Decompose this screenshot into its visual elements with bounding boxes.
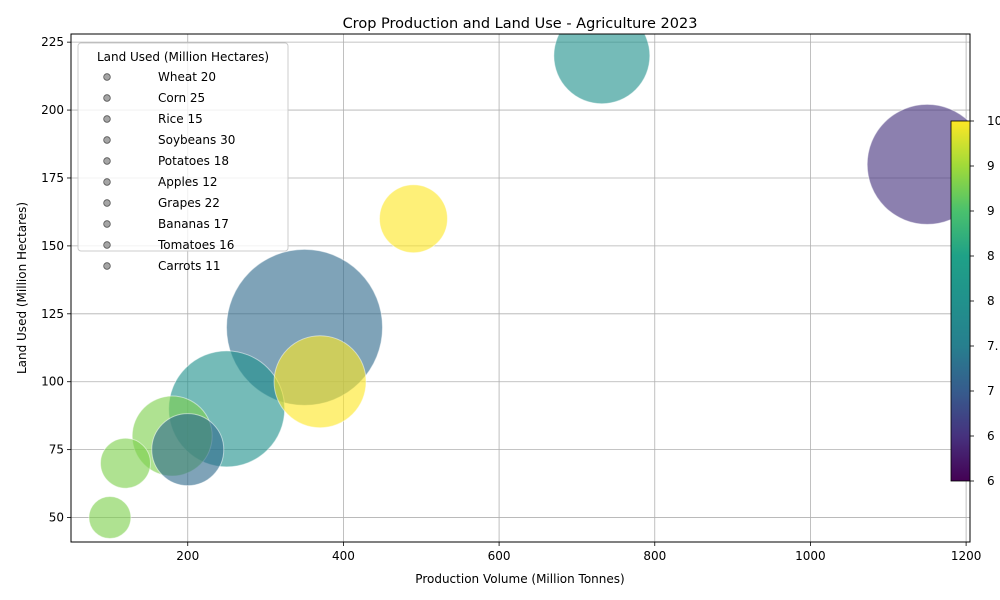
data-point [99,437,151,489]
y-tick-label: 200 [41,103,64,117]
legend-entry-label: Soybeans 30 [158,133,235,147]
legend-entry-label: Tomatoes 16 [157,238,234,252]
y-tick-label: 75 [49,443,64,457]
colorbar-ticks: 6 6 7 7. 8 8 9 9 10 [970,114,1000,488]
y-tick-label: 125 [41,307,64,321]
y-tick-label: 50 [49,511,64,525]
data-point [151,413,225,487]
x-tick-label: 1200 [951,549,982,563]
y-tick-label: 150 [41,239,64,253]
legend-marker [103,115,111,123]
x-tick-label: 400 [332,549,355,563]
colorbar-tick-label: 10 [987,114,1000,128]
colorbar-tick-label: 6 [987,474,995,488]
legend: Land Used (Million Hectares) Wheat 20 Cor… [77,42,289,273]
x-tick-label: 800 [643,549,666,563]
data-point [88,496,132,540]
x-tick-label: 1000 [795,549,826,563]
scatter-points [88,34,970,540]
y-tick-label: 225 [41,35,64,49]
colorbar-tick-label: 6 [987,429,995,443]
legend-marker [103,262,111,270]
data-point [553,34,651,105]
legend-entry-label: Potatoes 18 [158,154,229,168]
data-point [273,335,367,429]
legend-entry-label: Wheat 20 [158,70,216,84]
colorbar: 6 6 7 7. 8 8 9 9 10 [950,114,1000,488]
data-point [378,184,448,254]
legend-marker [103,199,111,207]
legend-marker [103,73,111,81]
legend-entry-label: Grapes 22 [158,196,220,210]
colorbar-tick-label: 9 [987,204,995,218]
colorbar-tick-label: 8 [987,249,995,263]
legend-marker [103,157,111,165]
colorbar-tick-label: 8 [987,294,995,308]
y-axis-label: Land Used (Million Hectares) [15,202,29,374]
x-tick-label: 200 [176,549,199,563]
colorbar-tick-label: 7. [987,339,998,353]
legend-entry-label: Rice 15 [158,112,203,126]
data-point [866,103,970,225]
y-tick-label: 100 [41,375,64,389]
legend-title: Land Used (Million Hectares) [97,50,269,64]
y-tick-label: 175 [41,171,64,185]
legend-entry-label: Carrots 11 [158,259,221,273]
legend-marker [103,241,111,249]
colorbar-tick-label: 7 [987,384,995,398]
colorbar-gradient [950,120,971,482]
x-axis-label: Production Volume (Million Tonnes) [415,572,624,586]
legend-entries: Wheat 20 Corn 25 Rice 15 Soybeans 30 Potatoe… [103,70,235,273]
legend-marker [103,136,111,144]
axis-ticks: 200 400 600 800 1000 1200 50 75 100 125 150 175 200 2… [41,35,981,563]
legend-marker [103,94,111,102]
legend-marker [103,220,111,228]
legend-marker [103,178,111,186]
x-tick-label: 600 [488,549,511,563]
chart-title: Crop Production and Land Use - Agricultu… [343,16,698,32]
legend-entry-label: Corn 25 [158,91,205,105]
legend-entry-label: Bananas 17 [158,217,229,231]
colorbar-tick-label: 9 [987,159,995,173]
legend-box [77,42,289,252]
legend-entry-label: Apples 12 [158,175,218,189]
